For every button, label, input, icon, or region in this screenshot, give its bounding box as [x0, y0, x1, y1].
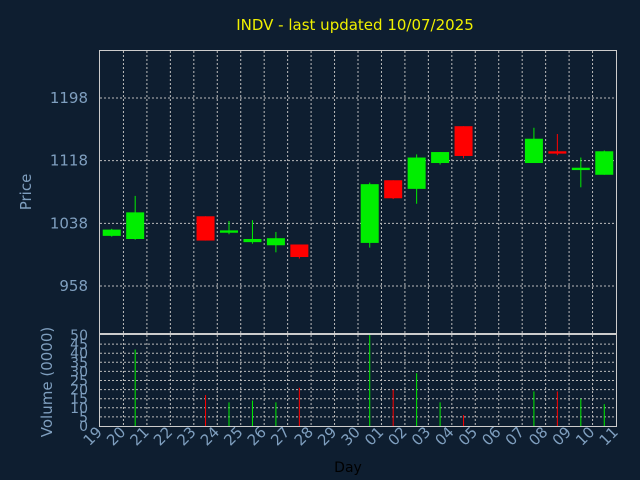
candle-body [431, 152, 450, 164]
volume-tick-label: 30 [70, 364, 88, 380]
volume-tick-label: 20 [70, 383, 88, 399]
candle-body [454, 126, 473, 156]
volume-tick-label: 0 [79, 419, 88, 435]
volume-grid [100, 335, 616, 426]
price-axis-label: Price [17, 174, 35, 211]
volume-tick-label: 15 [70, 392, 88, 408]
volume-tick-label: 35 [70, 355, 88, 371]
price-panel-frame [99, 50, 617, 334]
candle-body [102, 229, 121, 236]
volume-tick-label: 10 [70, 401, 88, 417]
candle-body [595, 151, 614, 175]
candle-body [548, 151, 567, 154]
volume-tick-label: 45 [70, 337, 88, 353]
candle-body [524, 138, 543, 164]
candle-body [290, 244, 309, 258]
volume-tick-label: 50 [70, 328, 88, 344]
price-tick-label: 1038 [50, 214, 88, 232]
x-tick-labels: 1920212223242526272829300102030405060708… [80, 423, 622, 449]
volume-bars [134, 335, 605, 426]
volume-tick-label: 5 [79, 410, 88, 426]
candle-body [407, 157, 426, 189]
price-tick-label: 1198 [50, 89, 88, 107]
volume-axis-label: Volume (0000) [38, 327, 56, 437]
volume-tick-label: 40 [70, 346, 88, 362]
price-tick-labels: 958 1038 1118 1198 [50, 89, 88, 295]
candle-body [384, 180, 403, 199]
chart-title: INDV - last updated 10/07/2025 [236, 16, 474, 34]
price-tick-label: 1118 [50, 152, 88, 170]
candle-body [243, 239, 262, 243]
candle-body [266, 238, 285, 246]
x-axis-label: Day [334, 460, 362, 476]
candle-body [196, 216, 215, 241]
candle-body [360, 184, 379, 243]
volume-panel-frame [99, 334, 617, 427]
candles [102, 126, 614, 259]
candle-body [571, 167, 590, 171]
candle-body [126, 212, 145, 239]
volume-tick-label: 25 [70, 374, 88, 390]
candle-body [220, 230, 238, 233]
price-tick-label: 958 [59, 277, 88, 295]
